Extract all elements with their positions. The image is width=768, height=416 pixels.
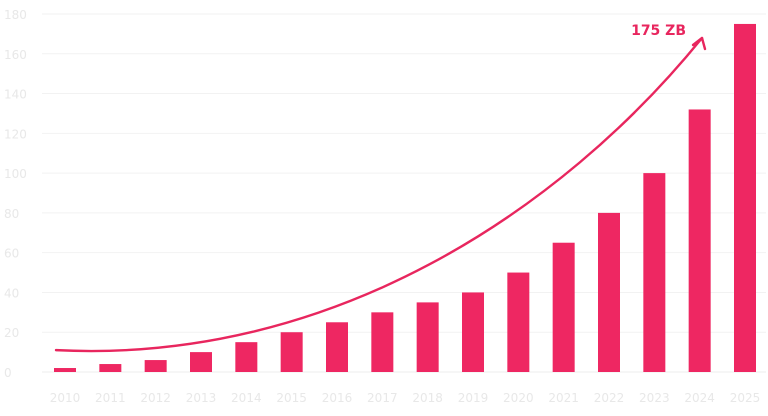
- x-tick-label: 2013: [186, 391, 217, 405]
- growth-trend-curve: [54, 36, 704, 353]
- bar-2023: [643, 173, 666, 372]
- x-tick-label: 2010: [50, 391, 81, 405]
- trend-layer: 175 ZB: [54, 23, 707, 353]
- bar-2019: [462, 292, 484, 372]
- y-tick-label: 40: [4, 286, 19, 300]
- y-tick-label: 180: [4, 8, 27, 22]
- x-tick-label: 2020: [503, 391, 534, 405]
- bar-2016: [326, 322, 348, 372]
- x-tick-label: 2024: [684, 391, 715, 405]
- bar-2024: [688, 109, 711, 372]
- bar-2013: [190, 352, 212, 372]
- x-axis: 2010 2011 2012 2013 2014 2015 2016 2017 2018 2019…: [50, 391, 761, 405]
- bar-2020: [507, 272, 530, 372]
- bars: [54, 23, 756, 372]
- y-tick-label: 160: [4, 48, 27, 62]
- bar-2022: [598, 212, 620, 372]
- bar-2015: [280, 332, 303, 372]
- bar-2011: [99, 364, 122, 372]
- annotation-label: 175 ZB: [631, 23, 686, 39]
- x-tick-label: 2021: [548, 391, 579, 405]
- bar-2010: [54, 368, 76, 372]
- x-tick-label: 2016: [322, 391, 353, 405]
- bar-2017: [371, 312, 394, 372]
- grid-layer: [42, 13, 766, 373]
- trend-arrowhead-icon: [691, 36, 707, 51]
- y-tick-label: 0: [4, 366, 12, 380]
- y-tick-label: 20: [4, 326, 19, 340]
- x-tick-label: 2011: [95, 391, 126, 405]
- y-axis: 0 20 40 60 80 100 120 140 160 180: [4, 8, 27, 380]
- x-tick-label: 2018: [412, 391, 443, 405]
- x-tick-label: 2025: [730, 391, 761, 405]
- bar-2014: [235, 342, 258, 372]
- y-tick-label: 140: [4, 88, 27, 102]
- x-tick-label: 2012: [140, 391, 171, 405]
- y-tick-label: 120: [4, 127, 27, 141]
- x-tick-label: 2023: [639, 391, 670, 405]
- y-tick-label: 60: [4, 247, 19, 261]
- x-tick-label: 2022: [594, 391, 625, 405]
- x-tick-label: 2017: [367, 391, 398, 405]
- bar-2012: [144, 360, 167, 372]
- x-tick-label: 2019: [458, 391, 489, 405]
- y-tick-label: 80: [4, 207, 19, 221]
- x-tick-label: 2015: [276, 391, 307, 405]
- y-tick-label: 100: [4, 167, 27, 181]
- bar-2021: [552, 242, 575, 372]
- bar-2025: [734, 23, 756, 372]
- x-tick-label: 2014: [231, 391, 262, 405]
- bar-2018: [416, 302, 439, 372]
